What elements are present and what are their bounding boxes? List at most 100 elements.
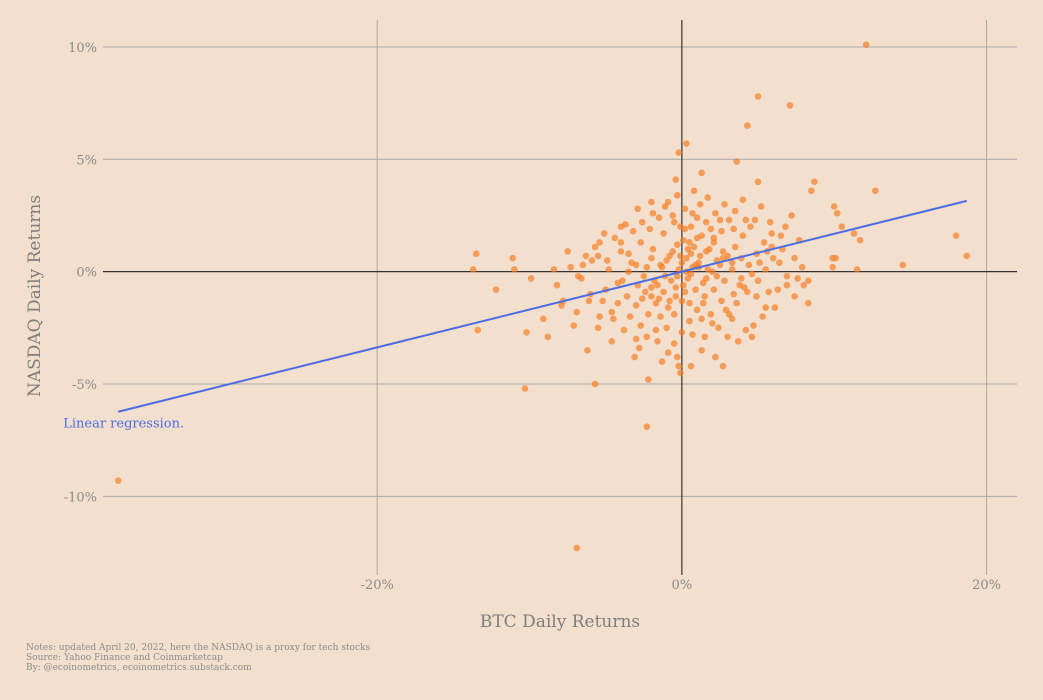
x-tick-label: 0% bbox=[672, 578, 693, 593]
data-point bbox=[742, 326, 750, 334]
data-point bbox=[637, 239, 645, 246]
data-point bbox=[594, 252, 602, 260]
y-tick-label: -5% bbox=[72, 378, 97, 393]
data-point bbox=[699, 279, 707, 287]
data-point bbox=[805, 277, 812, 284]
data-point bbox=[655, 214, 663, 222]
data-point bbox=[684, 245, 692, 253]
data-point bbox=[594, 324, 602, 332]
data-point bbox=[687, 223, 695, 231]
x-axis-label: BTC Daily Returns bbox=[480, 612, 640, 632]
data-point bbox=[686, 317, 693, 325]
data-point bbox=[756, 259, 763, 266]
data-point bbox=[632, 261, 640, 269]
data-point bbox=[673, 241, 681, 248]
data-point bbox=[623, 293, 631, 300]
data-point bbox=[762, 304, 769, 311]
data-point bbox=[696, 252, 704, 260]
data-point bbox=[808, 187, 815, 195]
y-axis-label: NASDAQ Daily Returns bbox=[25, 195, 45, 397]
data-point bbox=[850, 230, 858, 237]
data-point bbox=[680, 236, 687, 244]
data-point bbox=[666, 297, 673, 305]
data-point bbox=[686, 239, 693, 246]
data-point bbox=[672, 284, 680, 291]
data-point bbox=[681, 288, 689, 296]
data-point bbox=[838, 223, 846, 231]
data-point bbox=[550, 266, 558, 273]
data-point bbox=[469, 266, 477, 273]
data-point bbox=[558, 302, 565, 309]
data-point bbox=[669, 248, 677, 255]
data-point bbox=[632, 302, 640, 309]
data-point bbox=[716, 216, 724, 224]
data-point bbox=[654, 281, 661, 289]
data-point bbox=[805, 299, 812, 307]
data-point bbox=[640, 272, 648, 280]
data-point bbox=[731, 207, 739, 215]
data-point bbox=[646, 225, 654, 233]
data-point bbox=[670, 218, 678, 226]
data-point bbox=[617, 248, 625, 255]
data-point bbox=[678, 329, 686, 336]
data-point bbox=[600, 230, 608, 237]
data-point bbox=[539, 315, 547, 323]
data-point bbox=[635, 344, 643, 352]
data-point bbox=[782, 223, 789, 231]
data-point bbox=[677, 252, 684, 260]
data-point bbox=[632, 335, 640, 343]
data-point bbox=[645, 376, 652, 383]
data-point bbox=[648, 254, 655, 262]
data-point bbox=[474, 326, 482, 334]
data-point bbox=[620, 326, 628, 334]
data-point bbox=[832, 254, 840, 262]
data-point bbox=[719, 362, 727, 370]
data-point bbox=[721, 277, 728, 284]
data-point bbox=[811, 178, 818, 186]
data-point bbox=[619, 277, 626, 284]
data-point bbox=[692, 286, 699, 293]
data-point bbox=[739, 196, 747, 204]
data-point bbox=[683, 254, 690, 262]
data-point bbox=[769, 254, 777, 262]
data-point bbox=[663, 324, 670, 332]
data-point bbox=[734, 338, 742, 345]
data-point bbox=[733, 299, 741, 307]
data-points bbox=[114, 41, 971, 552]
data-point bbox=[658, 358, 666, 365]
data-point bbox=[608, 308, 616, 316]
data-point bbox=[649, 209, 657, 217]
data-point bbox=[830, 203, 838, 210]
data-point bbox=[611, 234, 619, 242]
data-point bbox=[710, 239, 718, 246]
data-point bbox=[872, 187, 879, 195]
data-point bbox=[713, 272, 721, 280]
data-point bbox=[596, 313, 603, 320]
data-point bbox=[718, 297, 725, 305]
byline: By: @ecoinometrics, ecoinometrics.substa… bbox=[26, 663, 252, 673]
data-point bbox=[649, 245, 657, 253]
y-tick-label: 5% bbox=[76, 153, 97, 168]
data-point bbox=[710, 286, 718, 293]
data-point bbox=[722, 306, 730, 314]
data-point bbox=[657, 313, 664, 320]
data-point bbox=[643, 423, 651, 431]
data-point bbox=[829, 263, 836, 271]
data-point bbox=[702, 218, 710, 226]
data-point bbox=[719, 248, 727, 255]
regression-label: Linear regression. bbox=[63, 417, 184, 432]
data-point bbox=[748, 270, 756, 278]
data-point bbox=[698, 315, 705, 323]
data-point bbox=[648, 293, 655, 300]
data-point bbox=[588, 257, 596, 264]
data-point bbox=[509, 254, 517, 262]
data-point bbox=[629, 227, 637, 235]
data-point bbox=[721, 200, 728, 208]
data-point bbox=[712, 209, 719, 217]
data-point bbox=[591, 243, 599, 251]
regression-group: Linear regression. bbox=[63, 199, 967, 432]
data-point bbox=[660, 230, 667, 237]
data-point bbox=[862, 41, 870, 49]
data-point bbox=[553, 281, 561, 289]
data-point bbox=[754, 178, 762, 186]
